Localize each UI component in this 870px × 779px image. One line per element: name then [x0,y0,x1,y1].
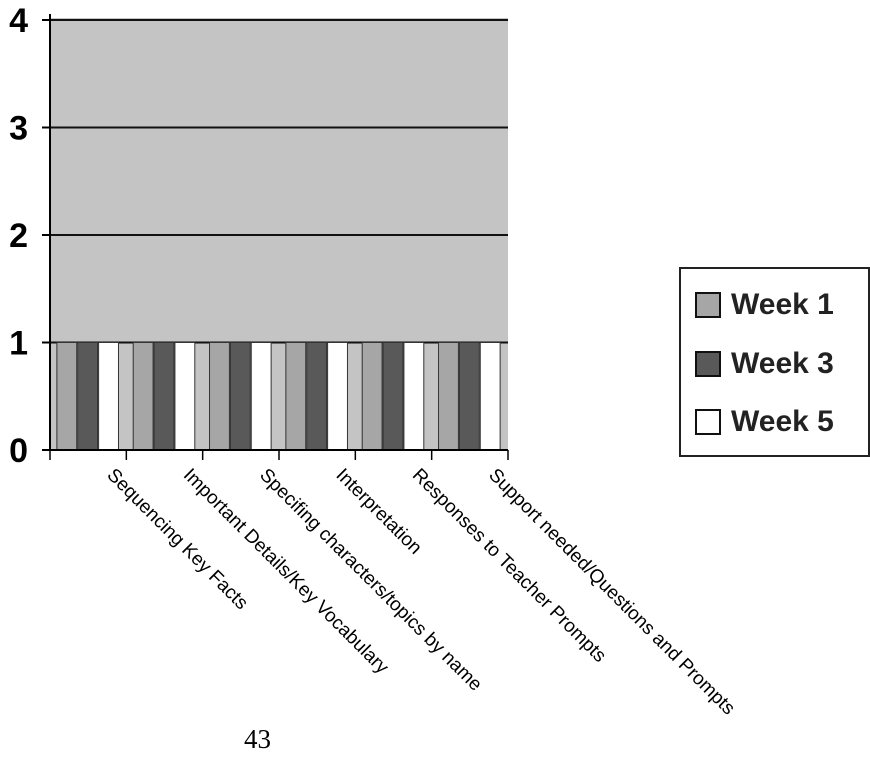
gridlines [50,19,508,344]
bar-week-3-3 [229,342,251,451]
bar-week-5-4 [327,342,348,451]
legend-label-week-1: Week 1 [731,288,834,321]
y-tick-label-3: 3 [9,110,28,148]
legend-swatch-week-5 [695,409,721,435]
legend-label-week-3: Week 3 [731,347,834,380]
bar-week-5-3 [250,342,272,451]
legend-item-week-5: Week 5 [695,400,834,444]
y-tick-labels: 0 1 2 3 4 [9,2,28,470]
y-tick-label-1: 1 [9,325,28,363]
bar-week-5-5 [403,342,425,451]
y-tick-label-2: 2 [9,217,28,255]
legend-swatch-week-3 [695,351,721,377]
legend-item-week-3: Week 3 [695,342,834,386]
bar-week-5-2 [174,342,196,451]
legend: Week 1 Week 3 Week 5 [679,267,870,457]
y-tick-label-4: 4 [9,2,28,40]
bar-week-1-3 [209,342,230,451]
bar-week-1-2 [132,342,154,451]
bar-week-5-1 [98,342,119,451]
bar-week-1-1 [56,342,78,451]
bar-week-3-1 [77,342,99,451]
bar-week-1-5 [361,342,383,451]
bar-week-5-6 [479,342,501,451]
legend-swatch-week-1 [695,292,721,318]
y-tick-label-0: 0 [9,432,28,470]
x-category-label-1: Sequencing Key Facts [103,465,252,614]
page-number: 43 [244,724,271,754]
legend-label-week-5: Week 5 [731,405,834,438]
bar-week-1-4 [285,342,307,451]
bars [56,342,501,451]
axes [42,14,509,460]
legend-item-week-1: Week 1 [695,283,834,327]
bar-week-3-6 [458,342,480,451]
bar-week-3-2 [153,342,175,451]
bar-week-3-5 [382,342,404,451]
bar-week-3-4 [306,342,328,451]
bar-week-1-6 [438,342,459,451]
